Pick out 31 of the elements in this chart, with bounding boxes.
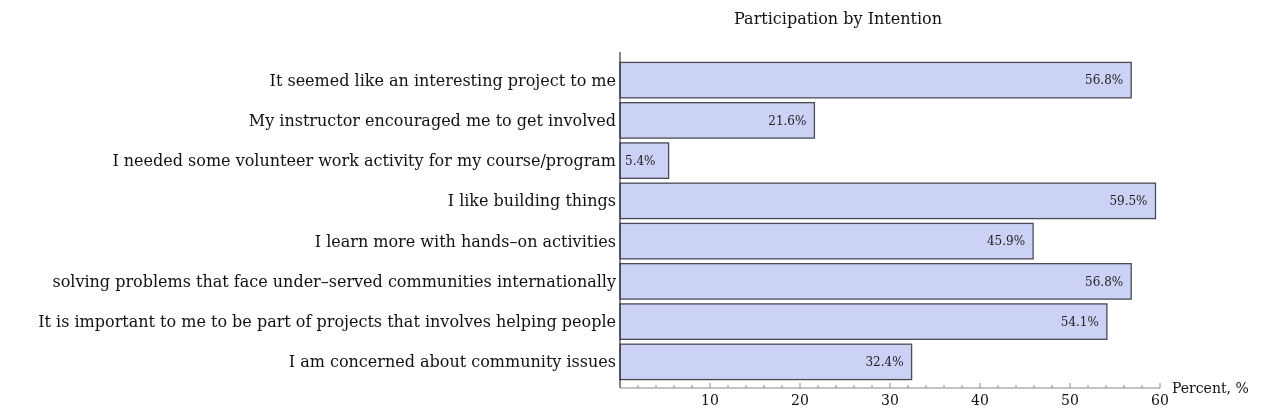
y-tick-label: I like building things bbox=[447, 191, 616, 211]
x-axis-title: Percent, % bbox=[1172, 380, 1249, 396]
data-label: 32.4% bbox=[865, 355, 904, 370]
bar bbox=[619, 182, 1157, 220]
y-tick-label: I am concerned about community issues bbox=[288, 352, 616, 372]
data-label: 56.8% bbox=[1085, 73, 1124, 88]
bar bbox=[619, 263, 1132, 300]
x-tick-label: 20 bbox=[791, 392, 809, 408]
x-tick-label: 60 bbox=[1151, 392, 1169, 408]
data-label: 45.9% bbox=[986, 234, 1026, 249]
bar bbox=[619, 102, 816, 139]
data-label: 21.6% bbox=[768, 113, 807, 128]
data-label: 56.8% bbox=[1085, 274, 1124, 289]
y-tick-label: I needed some volunteer work activity for my course/program bbox=[112, 151, 616, 171]
bar bbox=[619, 303, 1108, 340]
x-tick-label: 30 bbox=[881, 392, 899, 408]
y-tick-label: My instructor encouraged me to get involved bbox=[248, 110, 616, 130]
data-label: 54.1% bbox=[1060, 314, 1099, 329]
data-label: 59.5% bbox=[1109, 194, 1148, 209]
x-tick-label: 40 bbox=[971, 392, 989, 408]
bar bbox=[619, 61, 1132, 99]
y-tick-label: solving problems that face under–served communities internationally bbox=[52, 271, 616, 291]
y-tick-label: I learn more with hands–on activities bbox=[314, 231, 616, 251]
data-label: 5.4% bbox=[625, 153, 656, 168]
chart-title: Participation by Intention bbox=[734, 9, 942, 28]
x-tick-label: 50 bbox=[1061, 392, 1079, 408]
bar bbox=[619, 222, 1034, 260]
y-tick-label: It seemed like an interesting project to me bbox=[269, 70, 616, 90]
y-tick-label: It is important to me to be part of projects that involves helping people bbox=[38, 312, 616, 332]
x-tick-label: 10 bbox=[701, 392, 719, 408]
bar bbox=[619, 343, 913, 381]
